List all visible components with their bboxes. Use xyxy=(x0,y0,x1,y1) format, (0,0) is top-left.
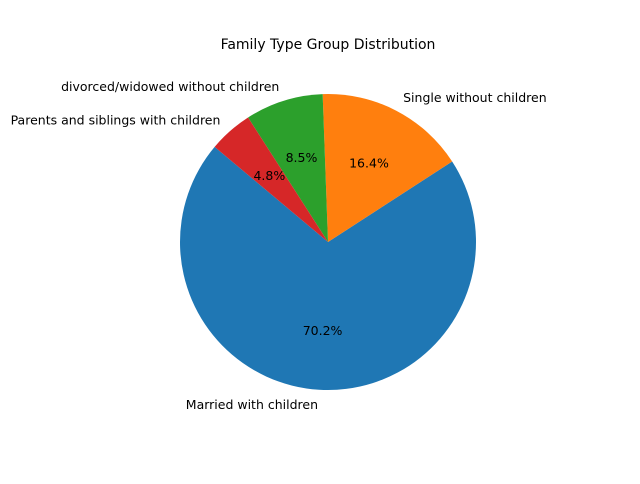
pie-pct-label-2: 8.5% xyxy=(286,150,318,165)
pie-slice-1 xyxy=(322,94,453,242)
pie-category-label-2: divorced/widowed without children xyxy=(61,79,279,94)
pie-pct-label-3: 4.8% xyxy=(253,168,285,183)
pie-category-label-3: Parents and siblings with children xyxy=(11,112,221,127)
pie-slice-0 xyxy=(180,146,477,391)
pie-slice-2 xyxy=(248,94,328,242)
pie-category-label-1: Single without children xyxy=(403,90,547,105)
pie-labels: 70.2% Married with children 16.4% Single wi… xyxy=(11,79,547,412)
pie-pct-label-0: 70.2% xyxy=(303,323,343,338)
pie-pct-label-1: 16.4% xyxy=(349,156,389,171)
pie-slices xyxy=(180,94,477,391)
pie-category-label-0: Married with children xyxy=(186,397,318,412)
chart-title: Family Type Group Distribution xyxy=(221,37,436,53)
pie-slice-3 xyxy=(214,117,328,242)
